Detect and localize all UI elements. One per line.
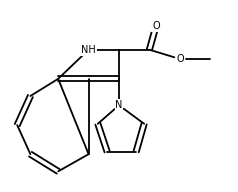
Text: O: O	[176, 54, 184, 64]
Text: O: O	[152, 21, 160, 31]
Text: N: N	[115, 100, 123, 110]
Text: NH: NH	[81, 45, 96, 55]
